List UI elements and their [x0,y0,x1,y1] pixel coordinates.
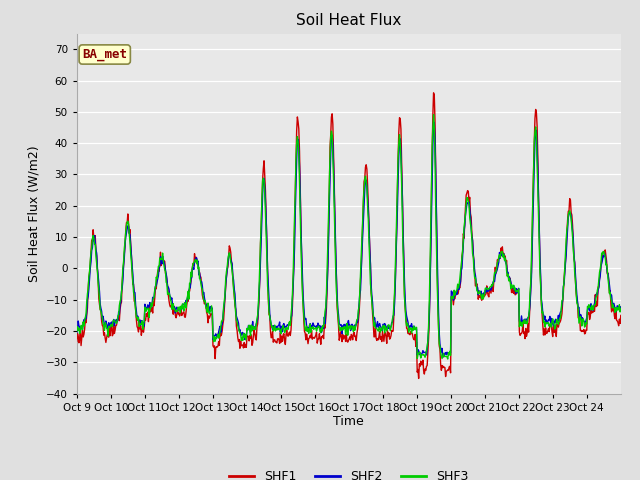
SHF1 [437,362,445,368]
Title: Soil Heat Flux: Soil Heat Flux [296,13,401,28]
SHF2 [405,325,413,331]
SHF1 [405,330,413,336]
SHF1 [415,375,422,381]
Legend: SHF1, SHF2, SHF3: SHF1, SHF2, SHF3 [224,465,474,480]
SHF3 [617,306,625,312]
SHF3 [284,326,292,332]
SHF2 [137,322,145,328]
SHF1 [73,338,81,344]
X-axis label: Time: Time [333,415,364,429]
Line: SHF3: SHF3 [77,115,621,359]
SHF1 [617,312,625,318]
SHF3 [264,283,271,289]
SHF2 [264,268,271,274]
SHF3 [237,332,244,337]
SHF3 [73,328,81,334]
SHF3 [137,322,145,327]
SHF2 [617,304,625,310]
SHF3 [429,112,437,118]
SHF2 [417,355,424,360]
SHF1 [284,333,292,339]
Text: BA_met: BA_met [82,48,127,61]
Line: SHF2: SHF2 [77,122,621,358]
SHF3 [444,356,452,362]
SHF3 [436,343,444,349]
SHF2 [431,120,438,125]
SHF2 [237,332,244,338]
SHF2 [73,330,81,336]
SHF1 [429,90,437,96]
SHF1 [137,323,145,329]
Y-axis label: Soil Heat Flux (W/m2): Soil Heat Flux (W/m2) [28,145,40,282]
SHF1 [264,267,271,273]
SHF2 [437,346,445,351]
SHF2 [284,323,292,329]
Line: SHF1: SHF1 [77,93,621,378]
SHF3 [405,329,413,335]
SHF1 [237,338,244,344]
